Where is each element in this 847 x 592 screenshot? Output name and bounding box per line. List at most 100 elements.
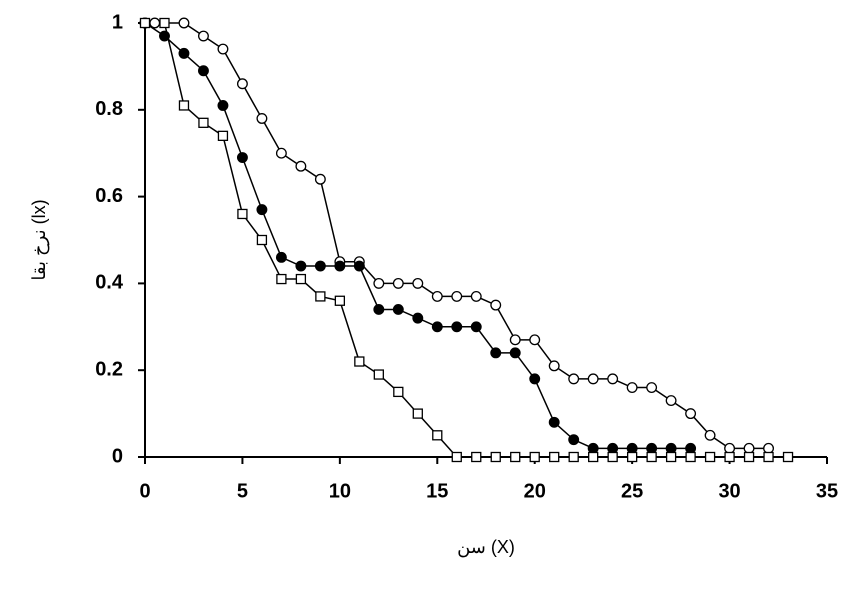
point <box>529 451 540 463</box>
point <box>217 130 229 141</box>
point <box>607 451 618 463</box>
point <box>373 277 385 289</box>
point <box>159 30 170 42</box>
point <box>149 17 161 29</box>
x-tick-label: 30 <box>718 480 740 502</box>
point <box>178 17 190 29</box>
point <box>529 334 541 346</box>
point <box>509 347 521 359</box>
x-tick-label: 5 <box>237 480 248 502</box>
point <box>334 295 346 306</box>
y-tick-label: 1 <box>112 11 123 33</box>
point <box>685 408 697 420</box>
point <box>490 347 502 359</box>
point <box>763 451 774 463</box>
point <box>256 204 268 216</box>
point <box>217 100 229 111</box>
point <box>548 416 560 428</box>
point <box>139 17 151 29</box>
x-tick-label: 20 <box>524 480 546 502</box>
point <box>490 299 502 311</box>
point <box>451 290 463 302</box>
point <box>470 321 482 333</box>
point <box>412 277 424 289</box>
point <box>198 30 209 42</box>
y-tick-label: 0.8 <box>95 98 123 120</box>
point <box>587 442 599 454</box>
y-tick-label: 0.2 <box>95 358 123 380</box>
point <box>724 451 735 463</box>
point <box>393 386 404 398</box>
point <box>198 65 209 77</box>
series-line <box>144 22 691 450</box>
point <box>704 451 716 463</box>
point <box>646 451 657 463</box>
point <box>665 442 677 454</box>
point <box>392 277 404 289</box>
x-tick-label: 15 <box>426 480 448 502</box>
point <box>198 117 209 128</box>
point <box>353 260 365 272</box>
point <box>314 173 326 185</box>
point <box>568 434 580 446</box>
point <box>431 321 443 333</box>
x-tick-label: 10 <box>329 480 351 502</box>
point <box>334 260 346 272</box>
y-tick-label: 0.4 <box>95 272 124 294</box>
point <box>782 451 794 463</box>
point <box>295 260 307 272</box>
y-tick-label: 0.6 <box>95 185 123 207</box>
point <box>412 408 423 419</box>
y-tick-label: 0 <box>112 445 123 467</box>
point <box>490 451 501 463</box>
point <box>237 208 248 220</box>
point <box>314 260 326 272</box>
point <box>256 113 268 124</box>
point <box>704 429 716 441</box>
point <box>665 395 677 407</box>
series-line <box>145 22 789 458</box>
point <box>431 290 443 302</box>
point <box>510 451 521 463</box>
point <box>275 251 287 263</box>
point <box>256 234 268 246</box>
point <box>451 451 462 463</box>
point <box>451 321 463 333</box>
point <box>412 312 424 324</box>
x-tick-label: 35 <box>816 480 838 502</box>
point <box>354 356 365 367</box>
point <box>217 43 229 55</box>
point <box>607 442 619 454</box>
point <box>392 303 404 315</box>
point <box>607 373 619 385</box>
point <box>724 442 736 454</box>
x-axis-label: سن (X) <box>457 537 515 558</box>
point <box>743 451 755 463</box>
point <box>685 451 696 463</box>
point <box>588 451 599 463</box>
point <box>295 273 307 285</box>
point <box>373 303 385 315</box>
point <box>509 334 521 346</box>
point <box>646 442 658 454</box>
point <box>646 382 658 394</box>
point <box>665 451 677 463</box>
point <box>587 373 599 385</box>
point <box>685 442 697 454</box>
point <box>275 147 287 159</box>
x-tick-label: 25 <box>621 480 643 502</box>
y-axis-label: نرخ بقا (lx) <box>29 199 50 280</box>
point <box>236 152 248 163</box>
point <box>763 442 774 454</box>
point <box>549 451 560 463</box>
point <box>276 273 287 285</box>
point <box>178 100 190 111</box>
point <box>626 442 638 454</box>
point <box>529 373 541 385</box>
point <box>236 78 248 90</box>
point <box>315 291 326 302</box>
point <box>471 451 482 463</box>
point <box>373 369 384 380</box>
point <box>432 430 443 441</box>
